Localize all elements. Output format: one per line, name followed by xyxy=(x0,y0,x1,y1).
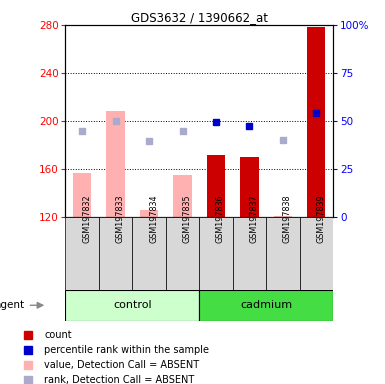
Text: value, Detection Call = ABSENT: value, Detection Call = ABSENT xyxy=(44,360,199,370)
Text: GSM197839: GSM197839 xyxy=(316,195,325,243)
Bar xyxy=(199,290,333,321)
Bar xyxy=(199,217,233,290)
Bar xyxy=(99,217,132,290)
Bar xyxy=(274,216,292,217)
Text: GSM197836: GSM197836 xyxy=(216,195,225,243)
Bar xyxy=(233,217,266,290)
Bar xyxy=(65,217,99,290)
Bar xyxy=(207,155,225,217)
Bar xyxy=(73,172,91,217)
Bar xyxy=(307,27,325,217)
Text: count: count xyxy=(44,330,72,340)
Text: GSM197835: GSM197835 xyxy=(182,195,191,243)
Text: percentile rank within the sample: percentile rank within the sample xyxy=(44,345,209,355)
Bar xyxy=(106,111,125,217)
Bar xyxy=(266,217,300,290)
Title: GDS3632 / 1390662_at: GDS3632 / 1390662_at xyxy=(131,11,268,24)
Text: rank, Detection Call = ABSENT: rank, Detection Call = ABSENT xyxy=(44,375,194,384)
Bar xyxy=(300,217,333,290)
Text: cadmium: cadmium xyxy=(240,300,292,310)
Bar xyxy=(65,290,199,321)
Text: agent: agent xyxy=(0,300,25,310)
Bar xyxy=(166,217,199,290)
Bar xyxy=(173,175,192,217)
Text: control: control xyxy=(113,300,152,310)
Bar xyxy=(140,210,158,217)
Text: GSM197838: GSM197838 xyxy=(283,195,292,243)
Text: GSM197833: GSM197833 xyxy=(116,195,125,243)
Text: GSM197834: GSM197834 xyxy=(149,195,158,243)
Bar xyxy=(240,157,259,217)
Bar xyxy=(132,217,166,290)
Text: GSM197837: GSM197837 xyxy=(249,195,258,243)
Text: GSM197832: GSM197832 xyxy=(82,195,91,243)
